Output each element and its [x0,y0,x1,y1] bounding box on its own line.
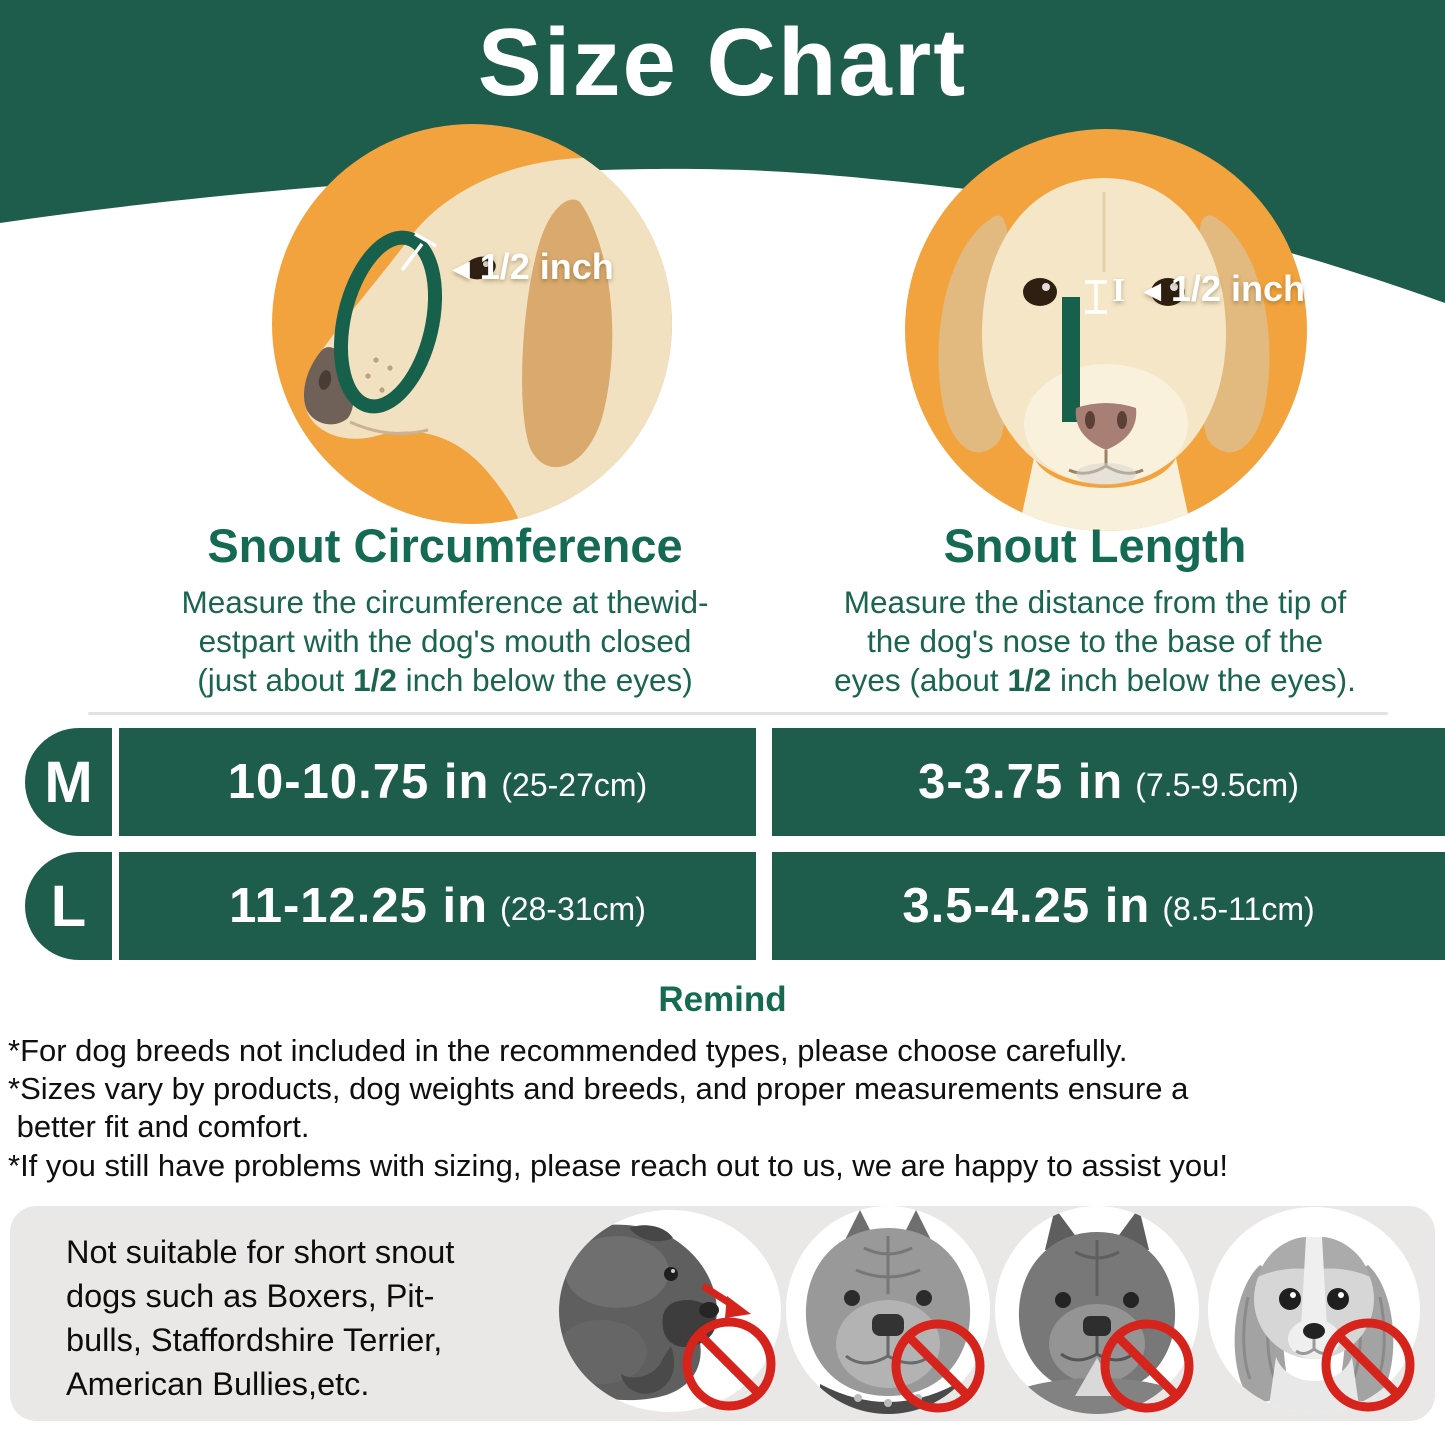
length-desc-line: Measure the distance from the tip of [843,584,1347,620]
size-l-length-cell: 3.5-4.25 in (8.5-11cm) [772,852,1445,960]
circumference-heading: Snout Circumference [207,519,683,572]
excluded-breed-pitbull [786,1206,990,1414]
length-column: Snout Length Measure the distance from t… [770,518,1420,700]
measure-cap-icon [1085,280,1107,314]
snout-circumference-ring [333,230,443,414]
size-m-pill: M [25,728,112,836]
snout-length-bar [1062,297,1080,422]
remind-note: *For dog breeds not included in the reco… [8,1033,1128,1068]
circumference-column: Snout Circumference Measure the circumfe… [70,518,820,700]
prohibition-icon [1100,1319,1194,1413]
remind-note: *Sizes vary by products, dog weights and… [8,1071,1189,1106]
size-m-letter: M [44,749,93,815]
prohibition-icon [891,1319,985,1413]
size-l-letter: L [50,873,87,939]
snout-circumference-figure: ◄ 1/2 inch [250,118,690,530]
remind-heading: Remind [658,980,787,1019]
excluded-breed-staffordshire [995,1206,1199,1414]
boxer-photo-image [559,1224,719,1401]
remind-note: *If you still have problems with sizing,… [8,1148,1228,1183]
half-inch-label-left: ◄ 1/2 inch [446,246,614,287]
remind-note: better fit and comfort. [8,1109,310,1144]
size-l-pill: L [25,852,112,960]
length-heading: Snout Length [943,519,1247,572]
circumference-desc-line: (just about 1/2 inch below the eyes) [197,662,693,698]
page-title: Size Chart [477,9,968,116]
prohibition-icon [1321,1318,1415,1412]
circumference-desc-line: estpart with the dog's mouth closed [198,623,692,659]
right-arrow-pointer-icon: ◄ [1137,275,1167,308]
excluded-breed-boxer [559,1210,781,1412]
cavalier-photo-image [1234,1237,1394,1413]
snout-length-figure: I ◄ 1/2 inch [884,122,1332,542]
header-curve-background [0,0,1445,303]
left-arrow-pointer-icon: ◄ [446,253,476,286]
dog-profile-image [272,124,672,524]
ibeam-cap-glyph: I [1112,272,1126,309]
excluded-breed-cavalier [1208,1207,1420,1413]
length-desc-line: eyes (about 1/2 inch below the eyes). [834,662,1356,698]
measure-cap-icon [400,232,437,272]
circumference-desc-line: Measure the circumference at thewid- [181,584,709,620]
size-m-length-cell: 3-3.75 in (7.5-9.5cm) [772,728,1445,836]
not-suitable-text: Not suitable for short snout dogs such a… [66,1234,455,1402]
size-l-circumference-cell: 11-12.25 in (28-31cm) [119,852,756,960]
prohibition-icon [682,1317,776,1411]
length-desc-line: the dog's nose to the base of the [866,623,1324,659]
size-m-circumference-cell: 10-10.75 in (25-27cm) [119,728,756,836]
short-snout-arrow-icon [701,1283,751,1318]
half-inch-label-right: I ◄ 1/2 inch [1112,268,1306,309]
dog-front-image [905,129,1307,531]
section-divider [88,712,1388,715]
